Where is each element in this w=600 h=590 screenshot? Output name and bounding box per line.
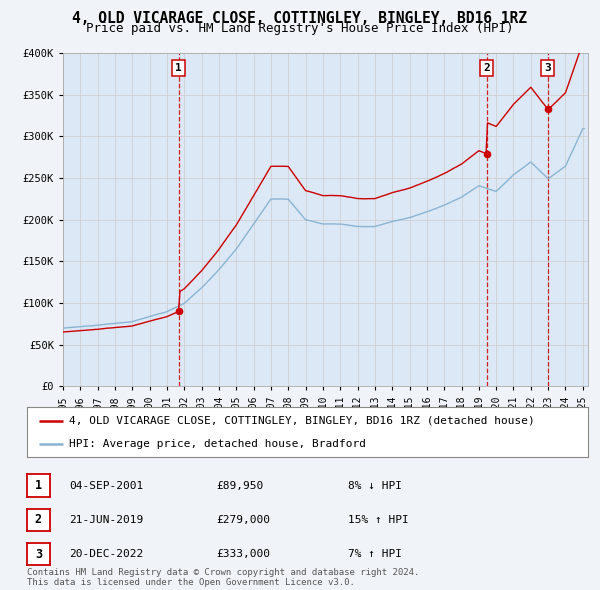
Text: 1: 1	[35, 479, 42, 492]
Text: 2: 2	[484, 63, 490, 73]
Text: £279,000: £279,000	[216, 515, 270, 525]
Text: 3: 3	[544, 63, 551, 73]
Text: 8% ↓ HPI: 8% ↓ HPI	[348, 481, 402, 490]
Text: 3: 3	[35, 548, 42, 560]
Text: 04-SEP-2001: 04-SEP-2001	[69, 481, 143, 490]
Text: 20-DEC-2022: 20-DEC-2022	[69, 549, 143, 559]
Text: £333,000: £333,000	[216, 549, 270, 559]
Text: 2: 2	[35, 513, 42, 526]
Text: 1: 1	[175, 63, 182, 73]
Text: Contains HM Land Registry data © Crown copyright and database right 2024.
This d: Contains HM Land Registry data © Crown c…	[27, 568, 419, 587]
Text: £89,950: £89,950	[216, 481, 263, 490]
Text: 4, OLD VICARAGE CLOSE, COTTINGLEY, BINGLEY, BD16 1RZ (detached house): 4, OLD VICARAGE CLOSE, COTTINGLEY, BINGL…	[69, 415, 535, 425]
Text: 21-JUN-2019: 21-JUN-2019	[69, 515, 143, 525]
Text: 4, OLD VICARAGE CLOSE, COTTINGLEY, BINGLEY, BD16 1RZ: 4, OLD VICARAGE CLOSE, COTTINGLEY, BINGL…	[73, 11, 527, 25]
Text: HPI: Average price, detached house, Bradford: HPI: Average price, detached house, Brad…	[69, 439, 366, 449]
Text: Price paid vs. HM Land Registry's House Price Index (HPI): Price paid vs. HM Land Registry's House …	[86, 22, 514, 35]
Text: 7% ↑ HPI: 7% ↑ HPI	[348, 549, 402, 559]
Text: 15% ↑ HPI: 15% ↑ HPI	[348, 515, 409, 525]
